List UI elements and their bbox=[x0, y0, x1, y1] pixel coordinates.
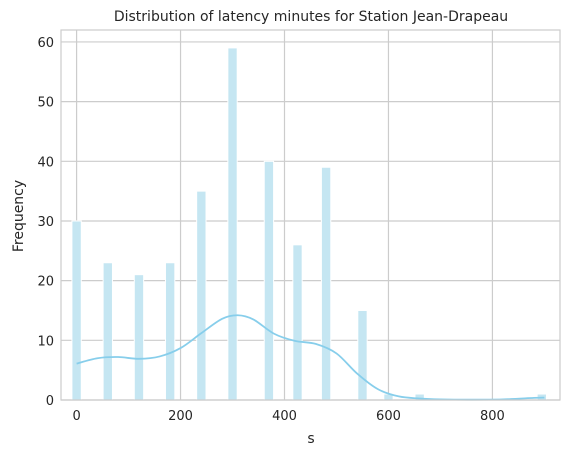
histogram-bar bbox=[357, 309, 368, 401]
histogram-bar bbox=[263, 160, 275, 401]
y-tick-label: 30 bbox=[37, 215, 54, 230]
kde-curve-group bbox=[76, 314, 545, 401]
chart-title: Distribution of latency minutes for Stat… bbox=[114, 9, 508, 25]
y-axis-label: Frequency bbox=[11, 180, 27, 252]
y-tick-label: 20 bbox=[37, 275, 54, 290]
x-tick-label: 200 bbox=[168, 409, 193, 424]
plot-frame bbox=[60, 29, 561, 401]
histogram-bar bbox=[164, 262, 176, 401]
x-tick-label: 0 bbox=[72, 409, 80, 424]
histogram-bar bbox=[292, 244, 303, 401]
histogram-bar bbox=[102, 262, 113, 401]
y-tick-label: 60 bbox=[37, 36, 54, 51]
y-tick-labels: 0 10 20 30 40 50 60 bbox=[37, 36, 54, 409]
x-axis-label: s bbox=[307, 431, 314, 447]
y-tick-label: 10 bbox=[37, 334, 54, 349]
histogram-bar bbox=[320, 166, 332, 401]
histogram-bar bbox=[71, 220, 82, 401]
histogram-bar bbox=[133, 274, 145, 401]
x-tick-label: 400 bbox=[272, 409, 297, 424]
x-tick-label: 600 bbox=[376, 409, 401, 424]
x-tick-labels: 0 200 400 600 800 bbox=[72, 409, 504, 424]
histogram-bar bbox=[227, 47, 238, 401]
y-tick-label: 40 bbox=[37, 155, 54, 170]
y-tick-label: 50 bbox=[37, 96, 54, 111]
x-tick-label: 800 bbox=[480, 409, 505, 424]
histogram-bar bbox=[196, 190, 207, 401]
histogram-bars bbox=[71, 47, 547, 401]
kde-curve bbox=[76, 314, 545, 401]
y-tick-label: 0 bbox=[46, 394, 54, 409]
